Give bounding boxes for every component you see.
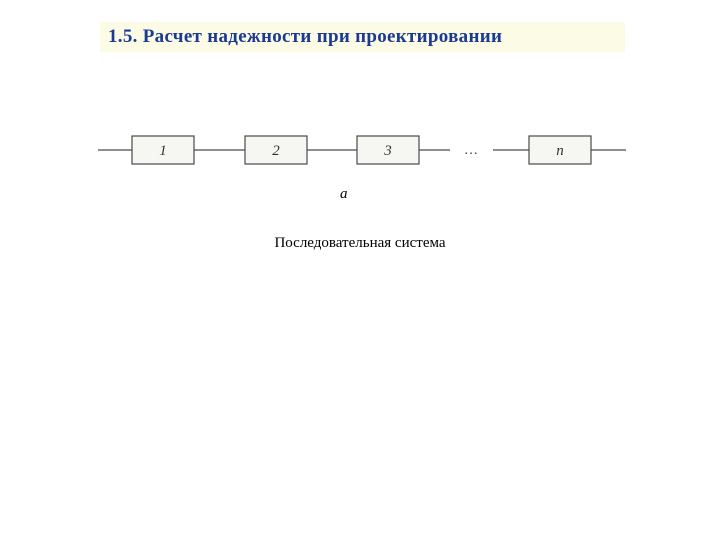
block-label-b2: 2 [272,143,280,159]
diagram-sub-label: a [340,186,348,203]
block-label-b3: 3 [383,143,392,159]
diagram-caption: Последовательная система [274,235,445,252]
section-title-text: 1.5. Расчет надежности при проектировани… [108,26,502,47]
block-label-b1: 1 [159,143,167,159]
section-title: 1.5. Расчет надежности при проектировани… [100,22,625,52]
block-label-bn: n [556,143,564,159]
ellipsis: … [464,143,478,158]
sequential-system-diagram: 1 2 3 n … [88,130,633,186]
